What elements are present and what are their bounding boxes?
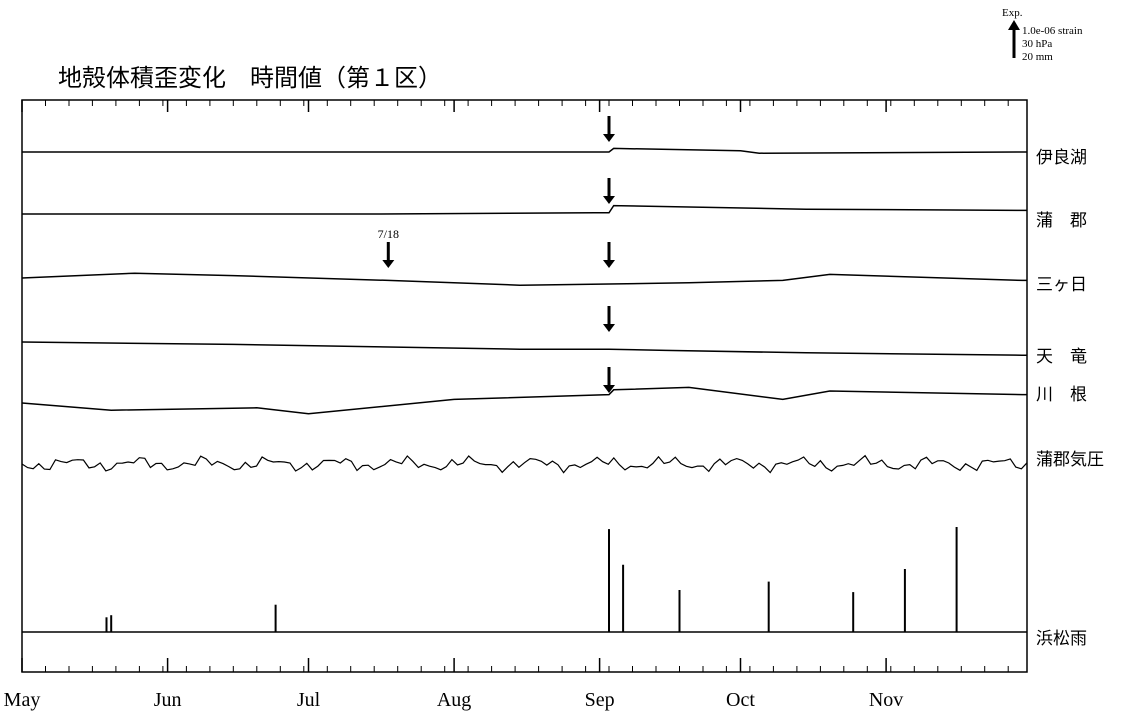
series-name: 天 竜	[1036, 347, 1087, 367]
x-tick-label: Oct	[726, 689, 755, 711]
x-tick-label: Jul	[297, 689, 321, 711]
scale-line-2: 30 hPa	[1022, 38, 1052, 50]
scale-note: Exp. 1.0e-06 strain 30 hPa 20 mm	[1002, 7, 1083, 63]
rain-bars	[105, 527, 958, 632]
trace-line	[21, 272, 1027, 286]
x-axis-labels: May Jun Jul Aug Sep Oct Nov	[4, 689, 904, 711]
x-tick-label: Sep	[585, 689, 615, 711]
x-tick-label: Aug	[437, 689, 471, 711]
event-arrows: 7/18	[378, 116, 615, 393]
event-arrow-head	[603, 324, 615, 332]
trace-line	[22, 204, 1027, 215]
scale-arrow-head	[1008, 20, 1020, 30]
trace-line	[22, 147, 1027, 154]
event-arrow-head	[603, 385, 615, 393]
event-arrow-label: 7/18	[378, 227, 399, 241]
traces	[21, 147, 1028, 633]
scale-label: Exp.	[1002, 7, 1023, 19]
scale-line-3: 20 mm	[1022, 51, 1053, 63]
x-tick-label: Nov	[869, 689, 903, 711]
trace-line	[21, 386, 1027, 415]
trace-line	[21, 454, 1028, 474]
chart-title: 地殻体積歪変化 時間値（第１区）	[58, 64, 442, 92]
event-arrow-head	[603, 196, 615, 204]
series-name: 川 根	[1036, 385, 1087, 405]
x-tick-label: May	[4, 689, 41, 711]
axis-ticks	[21, 100, 1009, 672]
series-name: 浜松雨	[1036, 629, 1087, 649]
scale-line-1: 1.0e-06 strain	[1022, 25, 1083, 37]
series-name: 三ヶ日	[1036, 275, 1087, 295]
event-arrow-head	[603, 134, 615, 142]
series-name: 蒲郡気圧	[1036, 450, 1104, 470]
event-arrow-head	[603, 260, 615, 268]
event-arrow-head	[382, 260, 395, 268]
series-name: 蒲 郡	[1036, 211, 1087, 231]
series-name: 伊良湖	[1036, 148, 1087, 168]
plot-frame	[21, 99, 1028, 673]
x-tick-label: Jun	[154, 689, 182, 711]
trace-line	[21, 341, 1027, 356]
